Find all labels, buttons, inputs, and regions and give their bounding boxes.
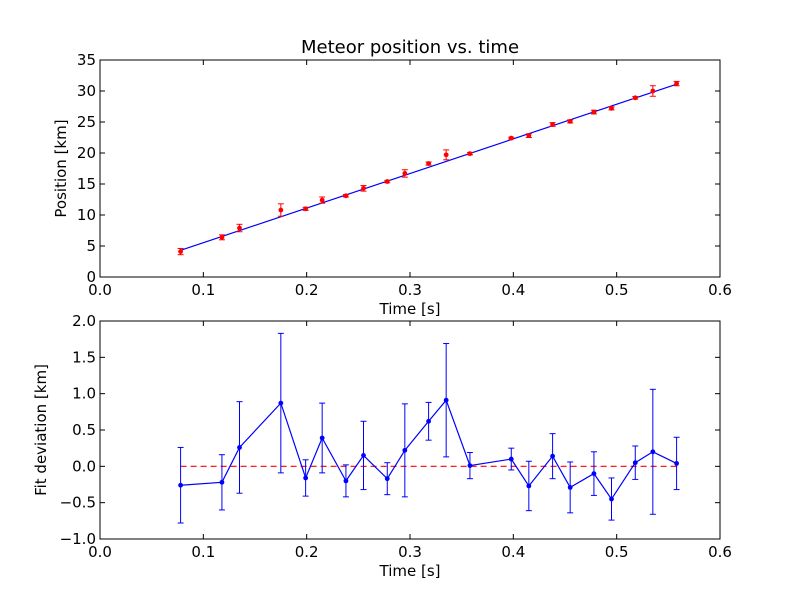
x-tick-label: 0.0 — [88, 543, 112, 561]
data-point — [402, 171, 408, 176]
x-tick-label: 0.5 — [605, 543, 629, 561]
data-point — [508, 135, 514, 141]
data-point — [319, 197, 325, 203]
x-tick-label: 0.4 — [501, 281, 525, 299]
top-chart-panel: 0.0 0.1 0.2 0.3 0.4 0.5 0.6 0 5 10 15 20 25 30 35 Mete… — [52, 37, 732, 318]
data-point — [650, 88, 656, 94]
data-point — [402, 447, 408, 453]
data-point — [219, 479, 225, 485]
y-tick-label: 1.0 — [72, 385, 96, 403]
plot-area-background — [100, 60, 720, 277]
plot-area-background — [100, 321, 720, 539]
x-tick-label: 0.3 — [398, 281, 422, 299]
data-point — [591, 471, 597, 476]
y-tick-label: 0.5 — [72, 421, 96, 439]
data-point — [443, 152, 449, 158]
x-axis-label: Time [s] — [379, 300, 441, 318]
x-tick-label: 0.1 — [191, 543, 215, 561]
data-point — [467, 151, 473, 157]
data-point — [343, 478, 349, 484]
data-point — [278, 400, 284, 406]
y-tick-label: 35 — [77, 51, 96, 69]
data-point — [219, 234, 225, 240]
y-tick-label: −1.0 — [60, 530, 96, 548]
data-point — [237, 225, 242, 231]
data-point — [526, 133, 532, 139]
data-point — [609, 105, 614, 111]
data-point — [650, 449, 656, 455]
data-point — [674, 81, 679, 86]
data-point — [567, 485, 573, 490]
data-point — [632, 95, 638, 101]
data-point — [384, 476, 390, 482]
y-tick-label: 20 — [77, 144, 96, 162]
bottom-chart-marks — [177, 332, 680, 524]
top-chart-marks — [177, 80, 680, 256]
data-point — [674, 461, 679, 466]
data-point — [426, 161, 431, 166]
data-point — [426, 418, 431, 424]
x-tick-label: 0.6 — [708, 543, 732, 561]
data-point — [526, 483, 532, 489]
data-point — [609, 496, 614, 502]
y-tick-label: 2.0 — [72, 312, 96, 330]
chart-title: Meteor position vs. time — [301, 37, 519, 58]
data-point — [178, 249, 184, 254]
y-tick-label: 25 — [77, 113, 96, 131]
x-tick-label: 0.0 — [88, 281, 112, 299]
x-tick-label: 0.4 — [501, 543, 525, 561]
y-tick-label: 5 — [86, 237, 96, 255]
data-point — [508, 456, 514, 462]
plot-area-frame — [99, 320, 721, 540]
data-point — [467, 463, 473, 469]
data-point — [567, 118, 573, 124]
y-axis-label: Fit deviation [km] — [32, 364, 50, 496]
deviation-line — [180, 399, 677, 501]
top-chart-ticks: 0.0 0.1 0.2 0.3 0.4 0.5 0.6 0 5 10 15 20 25 30 35 — [77, 51, 732, 299]
data-point — [237, 445, 242, 450]
y-tick-label: 15 — [77, 175, 96, 193]
data-point — [303, 206, 309, 212]
data-point — [303, 475, 309, 481]
data-point — [361, 185, 366, 191]
data-point — [319, 435, 325, 441]
x-tick-label: 0.2 — [295, 543, 319, 561]
bottom-chart-panel: 0.0 0.1 0.2 0.3 0.4 0.5 0.6 −1.0 −0.5 0.0 0.5 1.0 1.… — [32, 312, 732, 580]
data-point — [343, 193, 349, 199]
data-point — [550, 122, 555, 127]
x-tick-label: 0.5 — [605, 281, 629, 299]
x-tick-label: 0.6 — [708, 281, 732, 299]
data-point — [550, 453, 555, 459]
data-point — [361, 453, 366, 458]
x-axis-label: Time [s] — [379, 562, 441, 580]
data-point — [384, 179, 390, 184]
x-tick-label: 0.1 — [191, 281, 215, 299]
plot-area-frame — [99, 59, 721, 278]
y-tick-label: 30 — [77, 82, 96, 100]
data-point — [443, 397, 449, 403]
y-axis-label: Position [km] — [52, 119, 70, 217]
x-tick-label: 0.2 — [295, 281, 319, 299]
y-tick-label: 1.5 — [72, 348, 96, 366]
y-tick-label: 0 — [86, 268, 96, 286]
y-tick-label: 10 — [77, 206, 96, 224]
y-tick-label: 0.0 — [72, 457, 96, 475]
x-tick-label: 0.3 — [398, 543, 422, 561]
data-point — [632, 460, 638, 466]
y-tick-label: −0.5 — [60, 494, 96, 512]
data-point — [591, 109, 597, 115]
data-point — [178, 482, 184, 488]
data-point — [278, 207, 284, 213]
bottom-chart-ticks: 0.0 0.1 0.2 0.3 0.4 0.5 0.6 −1.0 −0.5 0.0 0.5 1.0 1.… — [60, 312, 732, 561]
